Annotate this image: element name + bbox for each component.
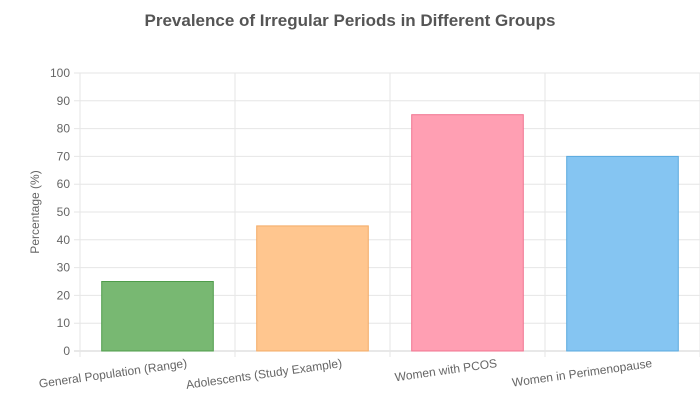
bar xyxy=(256,225,369,352)
y-tick-label: 40 xyxy=(57,233,71,247)
y-tick-label: 60 xyxy=(57,177,71,191)
y-tick-label: 90 xyxy=(57,94,71,108)
x-tick-label: Adolescents (Study Example) xyxy=(185,356,343,392)
y-tick-label: 0 xyxy=(63,344,70,358)
bars xyxy=(101,114,679,352)
y-tick-label: 10 xyxy=(57,316,71,330)
bar xyxy=(566,155,679,352)
bar xyxy=(101,281,214,352)
x-tick-label: Women with PCOS xyxy=(394,356,498,384)
y-tick-label: 20 xyxy=(57,288,71,302)
y-tick-label: 70 xyxy=(57,149,71,163)
y-tick-label: 30 xyxy=(57,261,71,275)
y-tick-label: 100 xyxy=(50,66,70,80)
x-tick-label: General Population (Range) xyxy=(38,356,188,391)
chart-title: Prevalence of Irregular Periods in Diffe… xyxy=(145,11,556,30)
y-tick-label: 80 xyxy=(57,122,71,136)
y-axis-label: Percentage (%) xyxy=(28,170,42,253)
bar xyxy=(411,114,524,352)
x-tick-label: Women in Perimenopause xyxy=(511,356,653,390)
y-tick-label: 50 xyxy=(57,205,71,219)
